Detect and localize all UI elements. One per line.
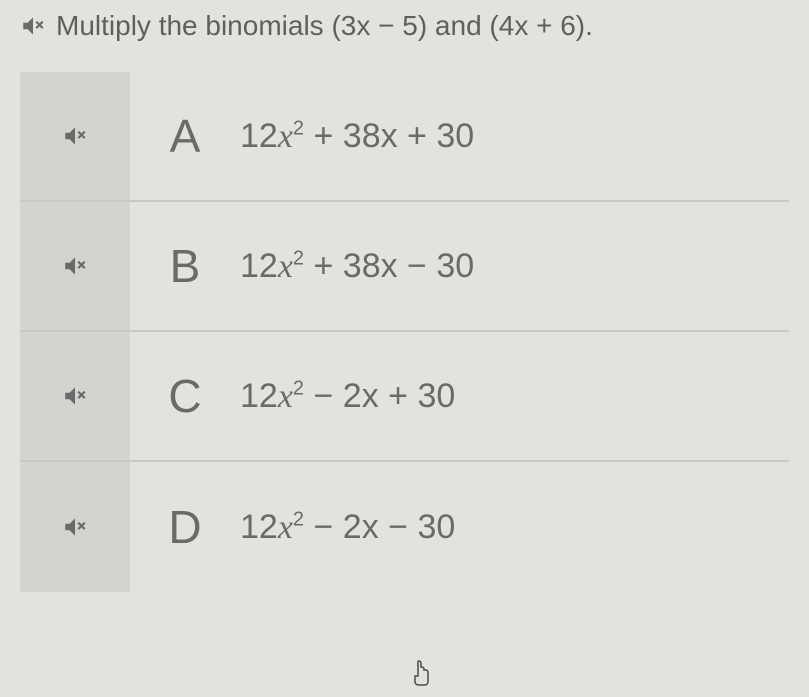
option-b[interactable]: B 12x2 + 38x − 30 — [20, 202, 789, 332]
speaker-muted-icon[interactable] — [62, 383, 88, 409]
option-a[interactable]: A 12x2 + 38x + 30 — [20, 72, 789, 202]
options-list: A 12x2 + 38x + 30 B 12x2 + 38x − 30 — [20, 72, 789, 592]
option-letter: A — [130, 109, 240, 163]
speaker-muted-icon[interactable] — [62, 253, 88, 279]
speaker-cell — [20, 202, 130, 330]
speaker-muted-icon[interactable] — [62, 123, 88, 149]
option-letter: C — [130, 369, 240, 423]
question-row: Multiply the binomials (3x − 5) and (4x … — [20, 10, 789, 42]
speaker-muted-icon[interactable] — [20, 13, 46, 39]
option-d[interactable]: D 12x2 − 2x − 30 — [20, 462, 789, 592]
pointer-cursor-icon — [410, 660, 432, 693]
option-letter: B — [130, 239, 240, 293]
option-expression: 12x2 + 38x − 30 — [240, 247, 474, 286]
question-text: Multiply the binomials (3x − 5) and (4x … — [56, 10, 593, 42]
speaker-cell — [20, 332, 130, 460]
option-c[interactable]: C 12x2 − 2x + 30 — [20, 332, 789, 462]
option-expression: 12x2 + 38x + 30 — [240, 117, 474, 156]
speaker-cell — [20, 72, 130, 200]
speaker-muted-icon[interactable] — [62, 514, 88, 540]
option-expression: 12x2 − 2x + 30 — [240, 377, 455, 416]
option-letter: D — [130, 500, 240, 554]
option-expression: 12x2 − 2x − 30 — [240, 508, 455, 547]
speaker-cell — [20, 462, 130, 592]
